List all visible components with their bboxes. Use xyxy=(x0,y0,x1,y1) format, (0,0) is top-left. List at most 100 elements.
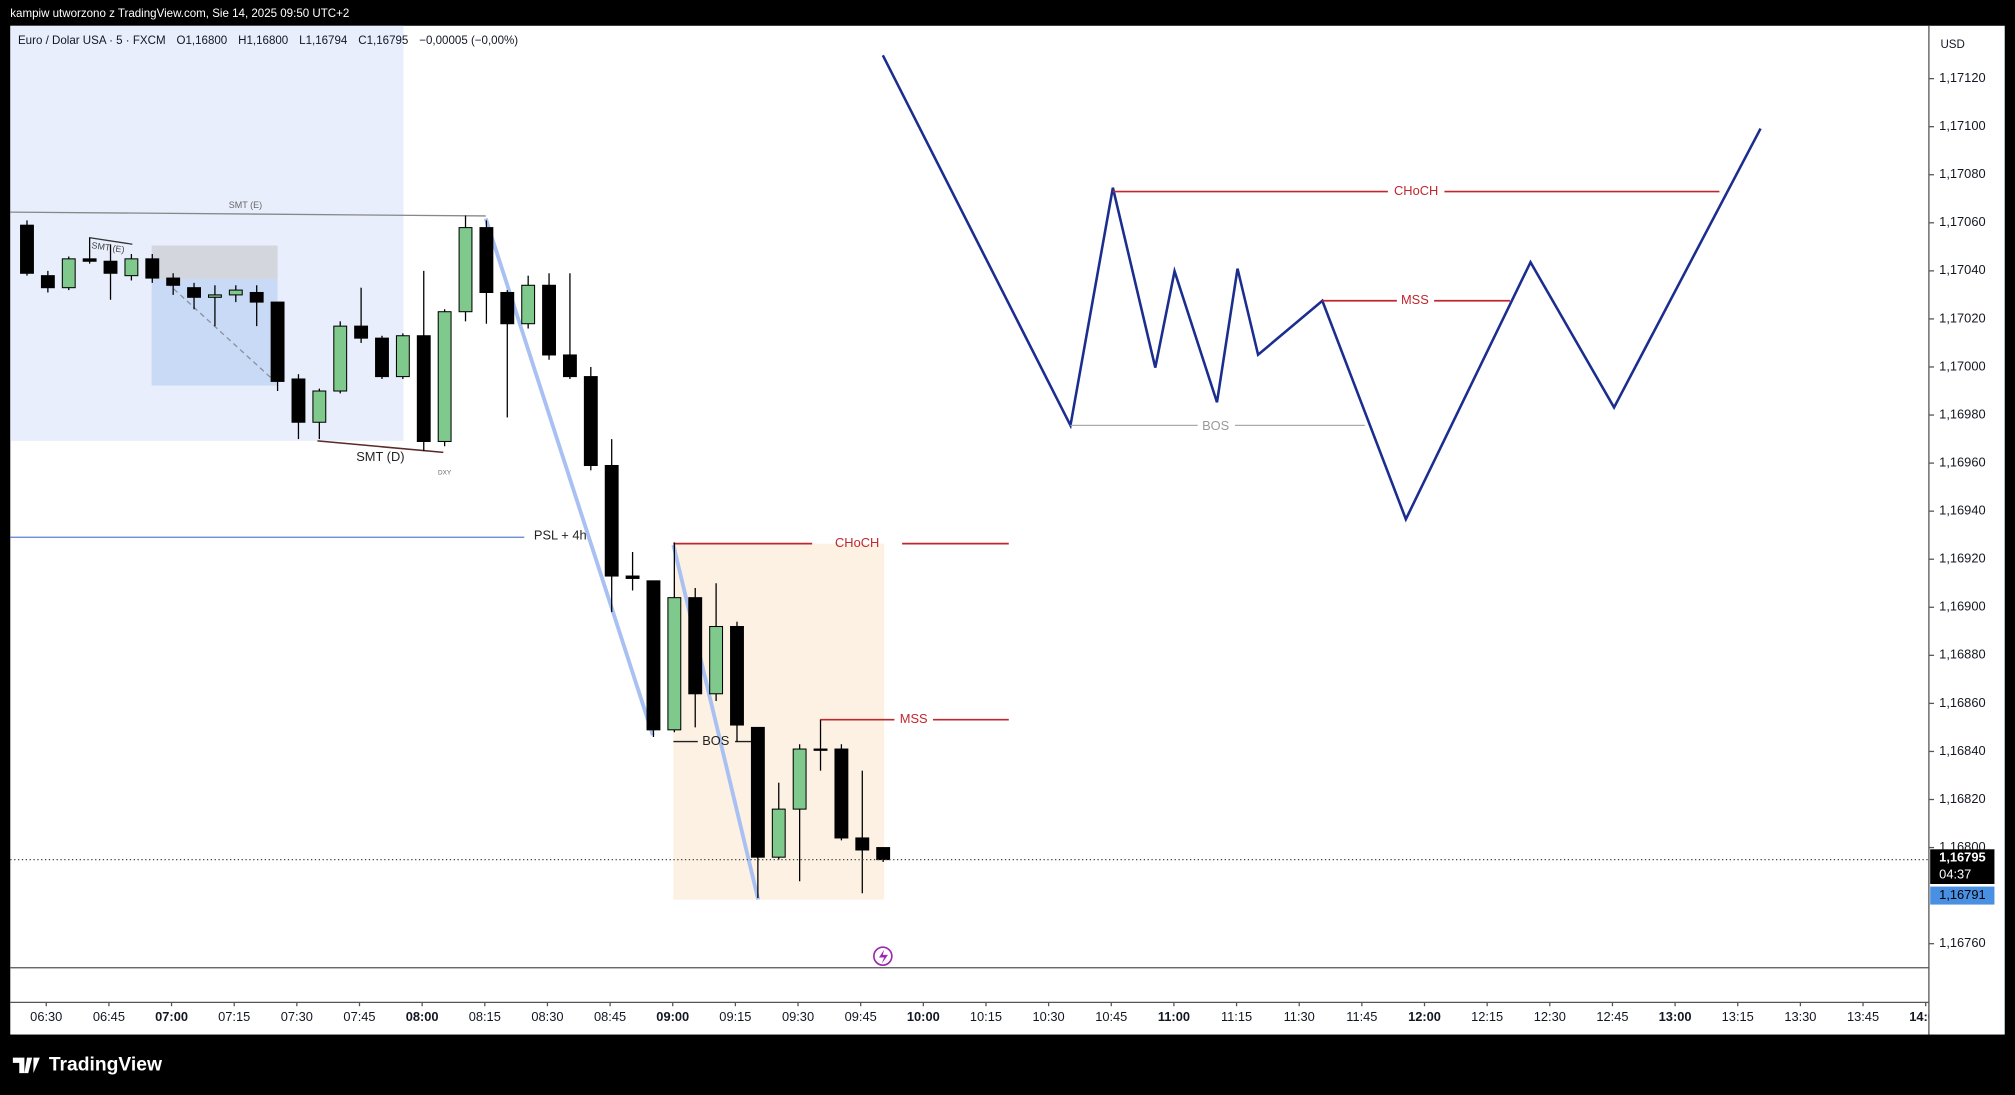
y-tick-label: 1,17020 xyxy=(1939,310,1985,325)
x-tick-label: 08:45 xyxy=(594,1009,626,1024)
annotation: CHoCH xyxy=(1394,183,1438,198)
candle-body xyxy=(521,284,536,325)
annotation: SMT (E) xyxy=(229,200,262,210)
x-tick-label: 11:45 xyxy=(1346,1009,1377,1024)
x-tick-label: 09:15 xyxy=(719,1009,751,1024)
x-tick-label: 08:00 xyxy=(406,1009,439,1024)
candle-body xyxy=(312,390,327,423)
annotation: MSS xyxy=(1401,292,1429,307)
x-tick-label: 12:15 xyxy=(1471,1009,1503,1024)
y-tick-label: 1,16760 xyxy=(1939,935,1985,950)
x-tick-label: 13:15 xyxy=(1722,1009,1754,1024)
candle-body xyxy=(771,808,786,858)
x-tick-label: 07:15 xyxy=(218,1009,250,1024)
x-tick-label: 11:15 xyxy=(1221,1009,1252,1024)
candle-body xyxy=(688,597,703,695)
countdown: 04:37 xyxy=(1939,866,1971,881)
candle-body xyxy=(583,376,598,467)
candle-body xyxy=(333,325,348,392)
candle-body xyxy=(61,258,76,289)
candle-body xyxy=(145,258,160,279)
annotation: BOS xyxy=(1202,418,1229,433)
candle-body xyxy=(375,337,389,378)
x-tick-label: 07:00 xyxy=(155,1009,188,1024)
candles xyxy=(10,215,1929,899)
candle-body xyxy=(500,291,515,325)
x-tick-label: 13:30 xyxy=(1784,1009,1816,1024)
candle-body xyxy=(458,227,473,313)
candle-body xyxy=(291,378,306,423)
candle-body xyxy=(166,277,181,286)
candle-body xyxy=(604,464,619,577)
annotation: DXY xyxy=(438,470,452,477)
candle-body xyxy=(562,354,577,378)
x-tick-label: 06:30 xyxy=(30,1009,62,1024)
annotation: CHoCH xyxy=(835,535,879,550)
ohlc-high: H1,16800 xyxy=(238,35,288,47)
smt-line xyxy=(10,211,486,217)
y-tick-label: 1,16920 xyxy=(1939,551,1985,566)
currency: USD xyxy=(1940,39,1964,51)
x-tick-label: 09:45 xyxy=(845,1009,877,1024)
x-tick-label: 10:15 xyxy=(970,1009,1002,1024)
structure-sketch xyxy=(881,54,1762,523)
ohlc-change: −0,00005 (−0,00%) xyxy=(419,35,518,47)
candle-body xyxy=(395,335,410,378)
candle-body xyxy=(813,748,828,751)
candle-body xyxy=(646,580,661,731)
bid-box xyxy=(1930,886,1995,905)
candle-body xyxy=(792,748,807,810)
candle-body xyxy=(667,597,682,731)
y-tick-label: 1,16880 xyxy=(1939,647,1985,662)
y-tick-label: 1,17080 xyxy=(1939,166,1985,181)
y-tick-label: 1,16940 xyxy=(1939,503,1985,518)
candle-body xyxy=(228,289,243,296)
candle-body xyxy=(124,258,139,277)
candle-body xyxy=(876,847,891,861)
bid-label: 1,16791 xyxy=(1939,887,1985,902)
smt-line xyxy=(317,440,444,454)
x-tick-label: 10:00 xyxy=(907,1009,940,1024)
x-tick-label: 13:45 xyxy=(1847,1009,1879,1024)
candle-body xyxy=(40,275,55,289)
event-icon xyxy=(878,949,888,964)
candle-body xyxy=(855,837,870,851)
x-tick-label: 13:00 xyxy=(1659,1009,1692,1024)
ohlc-low: L1,16794 xyxy=(299,35,348,47)
candle-body xyxy=(20,224,34,274)
logo-mark xyxy=(12,1057,40,1074)
annotation: BOS xyxy=(702,733,729,748)
y-tick-label: 1,16900 xyxy=(1939,599,1985,614)
x-tick-label: 12:00 xyxy=(1408,1009,1441,1024)
x-tick-label: 08:30 xyxy=(531,1009,563,1024)
top-bar-text: kampiw utworzono z TradingView.com, Sie … xyxy=(10,8,349,20)
y-tick-label: 1,16820 xyxy=(1939,791,1985,806)
swing-line xyxy=(671,544,761,901)
candle-body xyxy=(730,625,744,726)
candle-body xyxy=(542,284,556,356)
x-tick-label: 11:30 xyxy=(1284,1009,1315,1024)
candle-body xyxy=(354,325,369,339)
candle-body xyxy=(750,726,765,858)
y-tick-label: 1,17000 xyxy=(1939,358,1985,373)
x-tick-label: 07:45 xyxy=(343,1009,375,1024)
dashed-line xyxy=(166,282,273,380)
x-tick-label: 12:30 xyxy=(1534,1009,1566,1024)
footer-brand: TradingView xyxy=(49,1054,163,1075)
candle-body xyxy=(270,301,285,382)
x-tick-label: 09:00 xyxy=(656,1009,689,1024)
y-tick-label: 1,17120 xyxy=(1939,70,1985,85)
last-price-label: 1,16795 xyxy=(1939,850,1985,865)
x-tick-label: 12:45 xyxy=(1596,1009,1628,1024)
candle-body xyxy=(249,291,264,303)
time-axis: 06:30 06:45 07:00 07:15 07:30 07:45 08:00 08:15… xyxy=(30,1002,1929,1024)
ohlc-close: C1,16795 xyxy=(358,35,408,47)
y-tick-label: 1,16980 xyxy=(1939,406,1985,421)
symbol: Euro / Dolar USA · 5 · FXCM xyxy=(18,35,166,47)
event-icon[interactable] xyxy=(873,946,893,966)
last-price-box xyxy=(1930,849,1995,885)
candle-body xyxy=(709,625,724,695)
legend-header: Euro / Dolar USA · 5 · FXCM O1,16800 H1,… xyxy=(18,35,518,47)
footer-logo: TradingView xyxy=(12,1054,163,1075)
